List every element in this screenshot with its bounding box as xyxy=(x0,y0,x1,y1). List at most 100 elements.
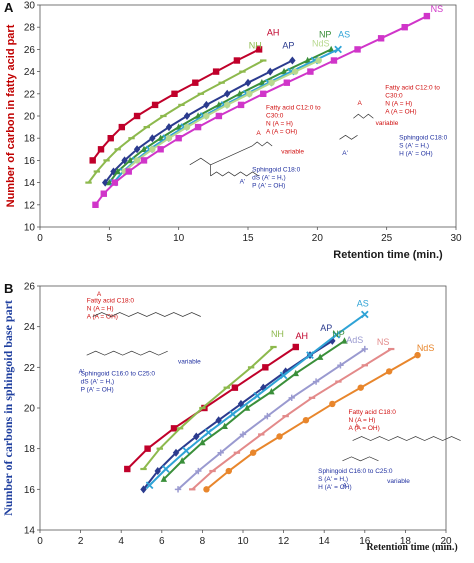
series-label: NP xyxy=(319,29,332,39)
data-point xyxy=(140,485,147,494)
annotation-line: Fatty acid C18:0 xyxy=(87,297,135,304)
fatty-acid-note-left: Fatty acid C18:0N (A = H)A (A = OH) xyxy=(87,297,135,320)
x-tick-label: 5 xyxy=(107,233,113,244)
data-point xyxy=(244,78,252,87)
y-tick-label: 18 xyxy=(24,444,36,455)
series-label: AH xyxy=(296,331,309,341)
data-point xyxy=(151,101,159,109)
variable-left: variable xyxy=(281,149,304,156)
data-point xyxy=(341,337,348,344)
data-point xyxy=(183,112,191,120)
y-tick-label: 24 xyxy=(24,322,36,333)
data-point xyxy=(171,90,178,97)
series-line xyxy=(87,59,264,184)
annotation-line: Sphingoid C18:0 xyxy=(252,167,300,174)
data-point xyxy=(111,179,119,186)
annotation-line: N (A = H) xyxy=(266,120,293,127)
variable-right: variable xyxy=(387,478,410,485)
data-point xyxy=(315,57,322,64)
x-tick-label: 12 xyxy=(278,536,290,547)
data-point xyxy=(330,57,338,64)
annotation-line: Fatty acid C12:0 to xyxy=(385,84,440,91)
series-label: NdS xyxy=(417,343,435,353)
y-tick-label: 18 xyxy=(24,134,36,145)
data-point xyxy=(199,438,206,446)
annotation-line: A (A = OH) xyxy=(349,425,380,432)
data-point xyxy=(385,368,393,375)
panel-letter: A xyxy=(4,0,14,15)
data-point xyxy=(114,167,121,175)
x-tick-label: 10 xyxy=(173,233,185,244)
annotation-line: Fatty acid C12:0 to xyxy=(266,104,321,111)
series-ns: NS xyxy=(189,337,395,491)
y-tick-label: 16 xyxy=(24,156,36,167)
annotation-line: N (A = H) xyxy=(349,417,376,424)
variable-left: variable xyxy=(178,358,201,365)
data-point xyxy=(276,433,283,440)
x-tick-label: 30 xyxy=(450,233,462,244)
data-point xyxy=(140,157,148,164)
data-point xyxy=(162,465,170,473)
annotation-line: H (A' = OH) xyxy=(318,484,352,491)
data-point xyxy=(253,391,262,400)
data-point xyxy=(133,145,141,154)
series-label: AS xyxy=(338,29,350,39)
series-ap: AP xyxy=(101,41,296,187)
data-point xyxy=(255,46,263,53)
y-tick-label: 12 xyxy=(24,200,36,211)
data-point xyxy=(203,100,210,109)
data-point xyxy=(97,146,105,153)
data-point xyxy=(194,123,202,131)
data-point xyxy=(133,112,141,120)
data-point xyxy=(183,123,191,131)
y-axis-label: Number of carbons in sphingoid base part xyxy=(1,300,15,516)
atom-a-left: A xyxy=(97,291,102,298)
structure-annotations: Fatty acid C18:0N (A = H)A (A = OH)Sphin… xyxy=(79,291,461,491)
data-point xyxy=(107,135,114,142)
data-point xyxy=(203,486,210,493)
y-tick-label: 22 xyxy=(24,89,36,100)
data-point xyxy=(233,57,241,64)
data-point xyxy=(165,123,173,132)
annotation-line: H (A' = OH) xyxy=(399,150,433,157)
data-point xyxy=(203,112,210,120)
series-nds: NdS xyxy=(203,343,435,493)
molecule-sphingoid-chain-right xyxy=(342,456,379,462)
data-point xyxy=(332,330,341,339)
x-tick-label: 2 xyxy=(78,536,84,547)
data-point xyxy=(182,446,190,455)
data-point xyxy=(283,79,291,86)
y-tick-label: 24 xyxy=(24,67,36,78)
data-point xyxy=(304,56,311,64)
data-point xyxy=(289,56,296,65)
y-tick-label: 10 xyxy=(24,223,36,234)
data-point xyxy=(302,417,310,424)
annotation-line: Sphingoid C16:0 to C25:0 xyxy=(81,370,156,377)
data-point xyxy=(174,486,182,493)
annotation-line: Sphingoid C18:0 xyxy=(399,134,447,141)
molecule-fatty-chain-left xyxy=(92,312,201,317)
sphingoid-note-left: Sphingoid C18:0dS (A' = H,)P (A' = OH) xyxy=(252,167,300,190)
series-ap: AP xyxy=(140,323,336,494)
y-axis-label: Number of carbon in fatty acid part xyxy=(5,24,17,207)
data-point xyxy=(212,68,220,75)
data-point xyxy=(215,112,223,120)
data-point xyxy=(126,156,134,164)
x-tick-label: 15 xyxy=(242,233,254,244)
x-tick-label: 16 xyxy=(359,536,371,547)
x-tick-label: 8 xyxy=(200,536,206,547)
molecule-fatty-chain-left xyxy=(251,141,273,147)
atom-a-prime-left: A' xyxy=(79,368,85,375)
data-point xyxy=(246,90,253,98)
data-point xyxy=(118,123,126,131)
data-point xyxy=(140,145,148,152)
y-tick-label: 30 xyxy=(24,1,36,12)
data-point xyxy=(192,79,199,86)
x-tick-label: 0 xyxy=(37,536,43,547)
data-point xyxy=(217,449,224,456)
molecule-sphingoid-chain-left xyxy=(86,350,168,356)
data-point xyxy=(260,90,267,97)
series-label: NH xyxy=(249,41,262,51)
annotation-line: C30:0 xyxy=(385,92,403,99)
data-point xyxy=(268,79,275,86)
